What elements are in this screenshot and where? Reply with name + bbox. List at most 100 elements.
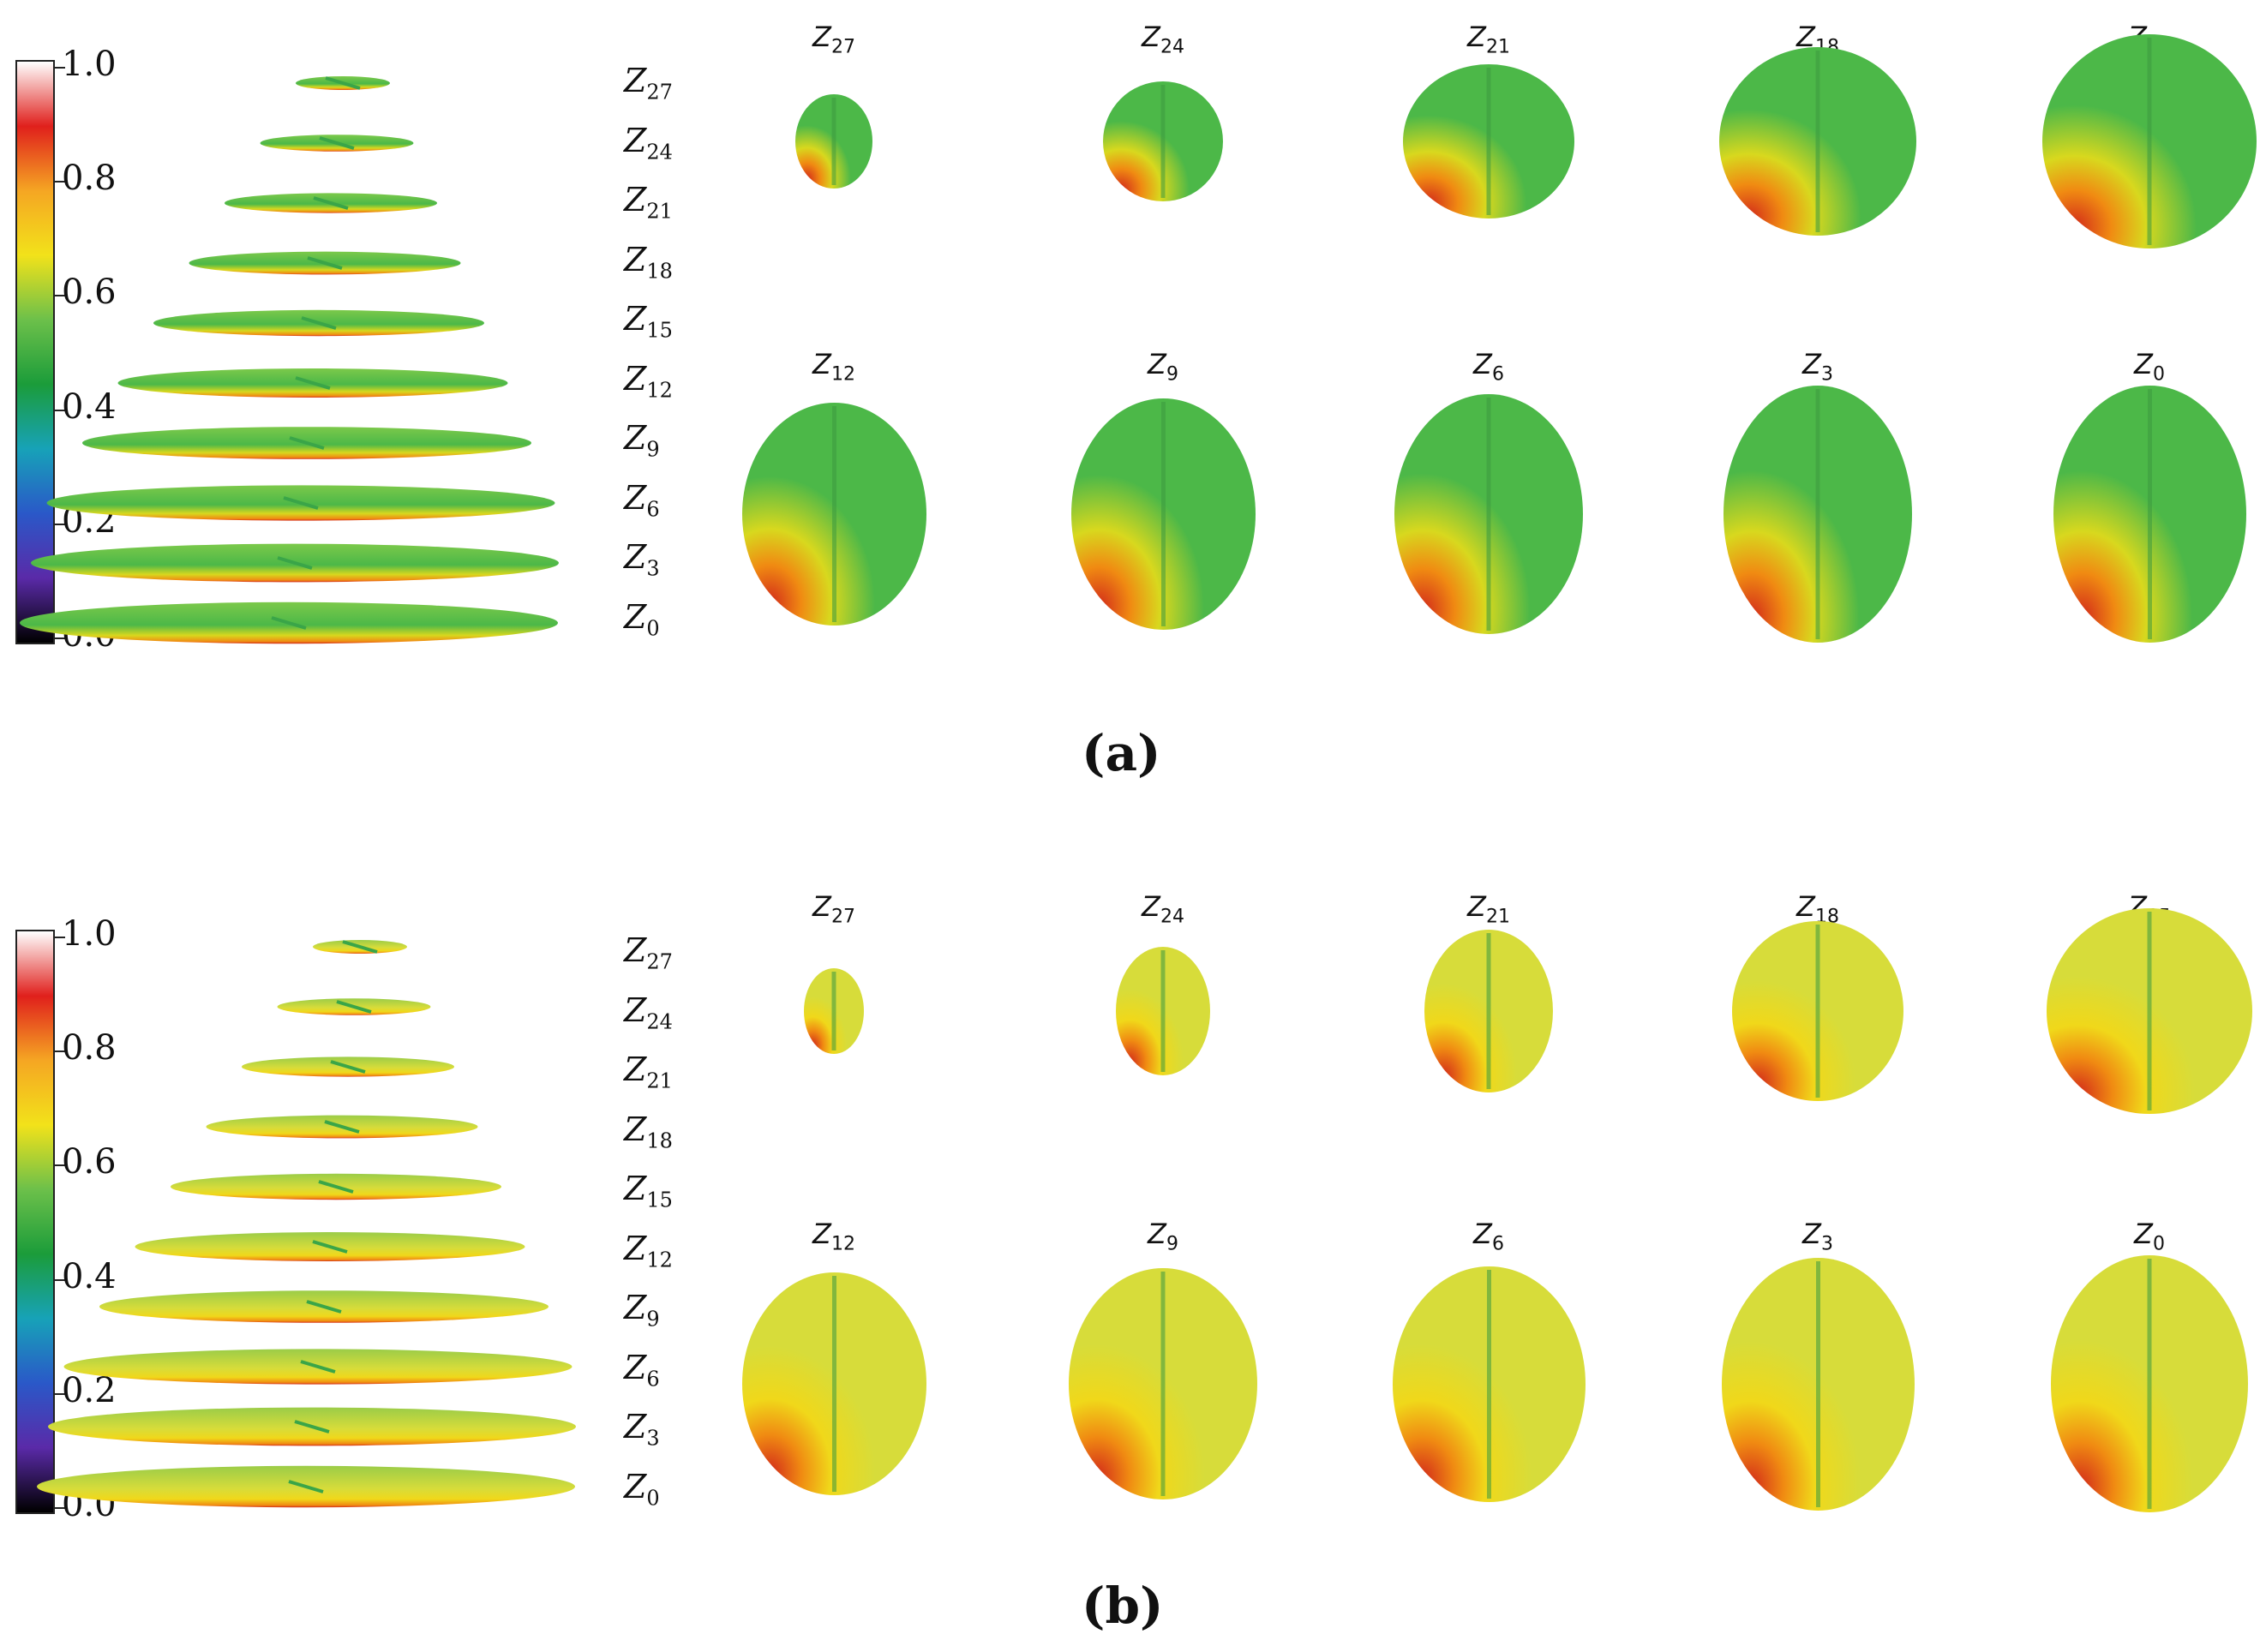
colorbar-tick-label: 0.4 [62, 386, 117, 427]
axial-slice [1069, 1268, 1257, 1499]
caption-b: (b) [1082, 1577, 1164, 1635]
slice-title-base: Z [1802, 1218, 1821, 1250]
stack-label-sub: 21 [646, 1068, 673, 1093]
stack-label: Z0 [624, 1468, 660, 1511]
stack-slice-midline [307, 256, 343, 270]
stack-label-sub: 9 [646, 1307, 660, 1332]
stack-label-base: Z [624, 300, 647, 338]
slice-title-base: Z [1796, 21, 1815, 53]
stack-label: Z0 [624, 598, 660, 641]
axial-slice [795, 94, 872, 189]
stack-slice-midline [295, 376, 331, 390]
stack-slice-midline [289, 436, 325, 450]
slice-title-base: Z [812, 890, 831, 923]
slice-title: Z27 [812, 890, 855, 927]
stack-label-sub: 27 [646, 80, 673, 105]
slice-title: Z0 [2134, 348, 2165, 385]
stack-label-base: Z [624, 478, 647, 517]
axial-slice [1070, 398, 1256, 630]
stack-label-sub: 3 [646, 556, 660, 581]
slice-title-base: Z [2134, 348, 2153, 380]
stack-slice-midline [283, 496, 319, 510]
slice-title: Z3 [1802, 348, 1833, 385]
colorbar-tick-label: 1.0 [62, 45, 117, 84]
stack-label-sub: 21 [646, 199, 673, 224]
stack-label: Z3 [624, 1408, 660, 1451]
axial-slice [741, 1272, 926, 1495]
stack-label: Z24 [624, 122, 673, 165]
stack-slice-midline [336, 1000, 372, 1014]
slice-title: Z9 [1148, 1218, 1178, 1254]
stack-label: Z21 [624, 1050, 673, 1093]
colorbar-tick-label: 1.0 [62, 914, 117, 954]
slice-title-base: Z [1148, 348, 1166, 380]
colorbar [15, 60, 55, 644]
stack-label: Z9 [624, 1289, 660, 1332]
slice-title: Z3 [1802, 1218, 1833, 1254]
stack-slice-midline [324, 1120, 360, 1134]
stack-label-base: Z [624, 538, 647, 576]
colorbar-tick-label: 0.4 [62, 1256, 117, 1296]
stack-label-sub: 15 [646, 1188, 673, 1212]
stack-slice-midline [318, 1180, 354, 1194]
slice-title-base: Z [1148, 1218, 1166, 1250]
axial-slice [2053, 386, 2246, 643]
stack-slice-midline [277, 556, 313, 570]
colorbar-tick [55, 637, 65, 639]
stack-slice-midline [300, 1360, 336, 1374]
stack-slice-midline [325, 76, 361, 90]
colorbar-tick [55, 181, 65, 183]
stack-slice-midline [330, 1060, 366, 1074]
stack-label-base: Z [624, 1110, 647, 1148]
colorbar-tick [55, 1278, 65, 1281]
axial-slice [1732, 921, 1903, 1101]
colorbar-tick-label: 0.8 [62, 1028, 117, 1068]
slice-title-sub: 6 [1491, 363, 1504, 386]
stack-label: Z12 [624, 1230, 673, 1272]
axial-slice [1392, 1266, 1586, 1502]
colorbar-tick-label: 0.6 [62, 272, 117, 313]
stack-label: Z24 [624, 991, 673, 1034]
colorbar [15, 930, 55, 1514]
slice-title-base: Z [1467, 890, 1486, 923]
stack-label-base: Z [624, 359, 647, 398]
axial-slice [1394, 394, 1583, 634]
axial-slice [1721, 1257, 1915, 1511]
slice-title-sub: 12 [830, 363, 855, 386]
stack-label-base: Z [624, 1467, 647, 1505]
stack-label-base: Z [624, 1229, 647, 1267]
slice-title-sub: 24 [1160, 36, 1184, 58]
stack-label: Z21 [624, 181, 673, 224]
stack-label-base: Z [624, 62, 647, 99]
stack-slice-midline [306, 1300, 342, 1314]
colorbar-tick [55, 523, 65, 525]
stack-label-base: Z [624, 597, 647, 636]
colorbar-tick-label: 0.8 [62, 159, 117, 199]
colorbar-tick [55, 295, 65, 297]
stack-label-base: Z [624, 240, 647, 278]
stack-label-sub: 3 [646, 1426, 660, 1451]
caption-a: (a) [1082, 724, 1161, 782]
slice-title: Z12 [812, 348, 855, 385]
stack-slice-midline [271, 616, 307, 630]
slice-title-sub: 3 [1820, 363, 1833, 386]
slice-title-sub: 9 [1166, 363, 1178, 386]
stack-label: Z27 [624, 62, 673, 105]
stack-label: Z15 [624, 1170, 673, 1212]
slice-title-sub: 0 [2152, 1233, 2165, 1255]
slice-title: Z18 [1796, 21, 1839, 57]
slice-title-base: Z [1802, 348, 1821, 380]
stack-label-sub: 27 [646, 949, 673, 974]
slice-title-base: Z [1473, 348, 1492, 380]
axial-slice [804, 968, 864, 1054]
slice-title-base: Z [812, 21, 831, 53]
stack-slice-midline [312, 1240, 348, 1254]
stack-slice-midline [313, 196, 349, 210]
colorbar-tick-label: 0.6 [62, 1142, 117, 1182]
slice-title: Z21 [1467, 21, 1510, 57]
slice-title-sub: 27 [830, 36, 855, 58]
slice-title: Z27 [812, 21, 855, 57]
stack-label-base: Z [624, 991, 647, 1029]
slice-title: Z0 [2134, 1218, 2165, 1254]
stacked-slices-3d [20, 76, 559, 644]
